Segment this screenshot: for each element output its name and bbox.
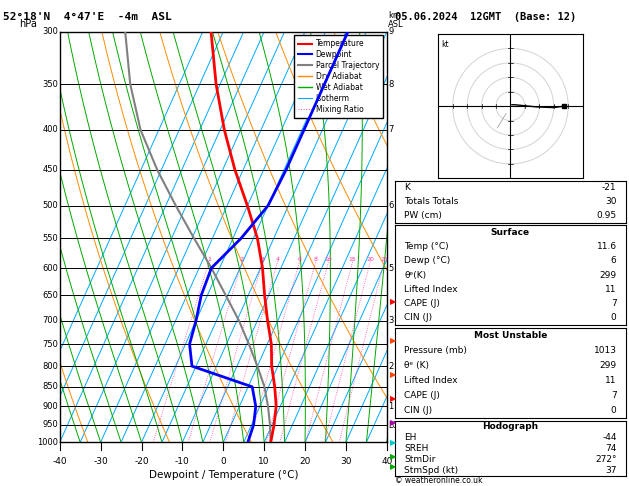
Text: -30: -30 [93,457,108,466]
Text: 300: 300 [42,27,58,36]
Text: 650: 650 [42,291,58,300]
Text: 900: 900 [42,402,58,411]
Text: 4: 4 [276,257,279,262]
Text: km
ASL: km ASL [388,11,404,29]
Text: CIN (J): CIN (J) [404,406,432,416]
Text: 800: 800 [42,362,58,371]
Text: 8: 8 [389,80,394,88]
Text: -20: -20 [134,457,149,466]
Text: ▶: ▶ [390,452,396,461]
Text: 11: 11 [605,285,616,294]
Text: 0: 0 [611,406,616,416]
Text: 7: 7 [389,125,394,134]
Text: CAPE (J): CAPE (J) [404,391,440,400]
Text: 10: 10 [259,457,270,466]
Text: θᵉ(K): θᵉ(K) [404,271,426,279]
Text: 272°: 272° [595,455,616,464]
Text: K: K [404,183,410,192]
Text: LCL: LCL [389,421,402,430]
Text: 11: 11 [605,376,616,385]
Text: 37: 37 [605,466,616,475]
Text: 5: 5 [389,263,394,273]
Text: 299: 299 [599,361,616,370]
Text: Surface: Surface [491,228,530,237]
Text: 400: 400 [42,125,58,134]
Text: Most Unstable: Most Unstable [474,330,547,340]
Text: hPa: hPa [19,19,36,29]
Text: θᵉ (K): θᵉ (K) [404,361,429,370]
Text: -21: -21 [602,183,616,192]
Text: 10: 10 [325,257,332,262]
Text: 0: 0 [611,313,616,322]
Text: ▶: ▶ [390,418,396,427]
Text: ▶: ▶ [390,370,396,379]
Text: 500: 500 [42,201,58,210]
Text: 6: 6 [389,201,394,210]
Text: 700: 700 [42,316,58,325]
Text: 1000: 1000 [37,438,58,447]
Text: Dewpoint / Temperature (°C): Dewpoint / Temperature (°C) [148,470,298,480]
Text: 9: 9 [389,27,394,36]
Text: EH: EH [404,433,416,442]
Text: 20: 20 [299,457,311,466]
Legend: Temperature, Dewpoint, Parcel Trajectory, Dry Adiabat, Wet Adiabat, Isotherm, Mi: Temperature, Dewpoint, Parcel Trajectory… [294,35,383,118]
Text: 6: 6 [611,257,616,265]
Text: Dewp (°C): Dewp (°C) [404,257,450,265]
Text: 850: 850 [42,382,58,391]
Text: ▶: ▶ [390,462,396,471]
Text: -44: -44 [602,433,616,442]
Text: 950: 950 [42,420,58,429]
Text: -40: -40 [52,457,67,466]
Text: StmSpd (kt): StmSpd (kt) [404,466,459,475]
Text: 05.06.2024  12GMT  (Base: 12): 05.06.2024 12GMT (Base: 12) [395,12,576,22]
Text: Lifted Index: Lifted Index [404,376,458,385]
Text: 2: 2 [240,257,244,262]
Text: 550: 550 [42,234,58,243]
Text: 7: 7 [611,391,616,400]
Text: ▶: ▶ [390,336,396,345]
Text: 750: 750 [42,340,58,348]
Text: CAPE (J): CAPE (J) [404,299,440,308]
Text: Hodograph: Hodograph [482,422,538,431]
Text: 350: 350 [42,80,58,88]
Text: ▶: ▶ [390,297,396,306]
Text: Temp (°C): Temp (°C) [404,242,449,251]
Text: © weatheronline.co.uk: © weatheronline.co.uk [395,475,482,485]
Text: -10: -10 [175,457,190,466]
Text: CIN (J): CIN (J) [404,313,432,322]
Text: kt: kt [441,40,448,49]
Text: 299: 299 [599,271,616,279]
Text: 11.6: 11.6 [596,242,616,251]
Text: Pressure (mb): Pressure (mb) [404,346,467,355]
Text: 1: 1 [389,402,394,411]
Text: ▶: ▶ [390,438,396,447]
Text: 6: 6 [298,257,301,262]
Text: 1013: 1013 [594,346,616,355]
Text: 8: 8 [314,257,318,262]
Text: 40: 40 [381,457,392,466]
Text: Lifted Index: Lifted Index [404,285,458,294]
Text: SREH: SREH [404,444,428,453]
Text: 52°18'N  4°47'E  -4m  ASL: 52°18'N 4°47'E -4m ASL [3,12,172,22]
Text: PW (cm): PW (cm) [404,211,442,220]
Text: 0.95: 0.95 [596,211,616,220]
Text: 0: 0 [220,457,226,466]
Text: 30: 30 [340,457,352,466]
Text: 74: 74 [605,444,616,453]
Text: 600: 600 [42,263,58,273]
Text: Totals Totals: Totals Totals [404,197,459,206]
Text: 450: 450 [42,165,58,174]
Text: 30: 30 [605,197,616,206]
Text: 20: 20 [366,257,374,262]
Text: 15: 15 [348,257,356,262]
Text: 3: 3 [260,257,264,262]
Text: 2: 2 [389,362,394,371]
Text: 1: 1 [207,257,211,262]
Text: StmDir: StmDir [404,455,436,464]
Text: 25: 25 [380,257,388,262]
Text: 3: 3 [389,316,394,325]
Text: 7: 7 [611,299,616,308]
Text: ▶: ▶ [390,394,396,403]
